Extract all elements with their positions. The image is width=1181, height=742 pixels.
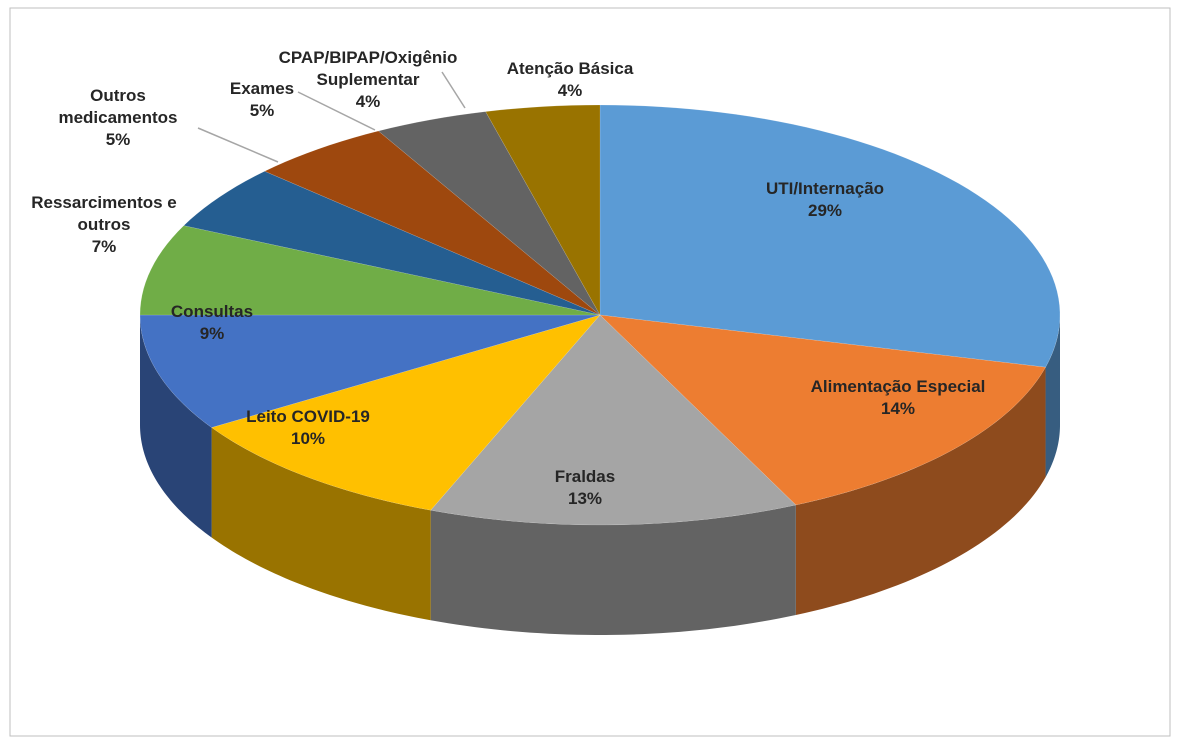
slice-value: 9% bbox=[199, 324, 225, 343]
slice-name: UTI/Internação bbox=[765, 179, 885, 198]
slice-name: Outros medicamentos bbox=[58, 86, 178, 127]
data-label: UTI/Internação 29% bbox=[745, 178, 905, 222]
slice bbox=[264, 130, 601, 316]
slice-top bbox=[599, 314, 1046, 506]
data-label: CPAP/BIPAP/Oxigênio Suplementar 4% bbox=[273, 47, 463, 113]
slice-top bbox=[264, 130, 601, 316]
slice-value: 5% bbox=[105, 130, 131, 149]
leader-line bbox=[297, 91, 376, 131]
slice-value: 13% bbox=[567, 489, 603, 508]
slice bbox=[485, 104, 601, 316]
data-label: Alimentação Especial 14% bbox=[788, 376, 1008, 420]
slice-top bbox=[377, 111, 601, 316]
slice bbox=[211, 314, 601, 621]
slice bbox=[139, 225, 601, 316]
slice-name: Exames bbox=[229, 79, 295, 98]
slice-value: 4% bbox=[557, 81, 583, 100]
slice-top bbox=[211, 314, 601, 511]
slice bbox=[377, 111, 601, 316]
slice bbox=[183, 170, 601, 316]
slice-value: 10% bbox=[290, 429, 326, 448]
slice-top bbox=[183, 170, 601, 316]
slice-top bbox=[485, 104, 601, 316]
leader-line bbox=[441, 71, 466, 109]
chart-frame bbox=[9, 7, 1171, 737]
data-label: Atenção Básica 4% bbox=[485, 58, 655, 102]
slice-name: Alimentação Especial bbox=[810, 377, 986, 396]
slice bbox=[599, 314, 1046, 616]
data-label: Consultas 9% bbox=[152, 301, 272, 345]
slice-side bbox=[795, 367, 1046, 616]
slice-value: 4% bbox=[355, 92, 381, 111]
slice-name: Atenção Básica bbox=[506, 59, 634, 78]
slice-top bbox=[599, 104, 1061, 368]
slice bbox=[139, 314, 601, 538]
slice-top bbox=[139, 225, 601, 316]
slice-top bbox=[430, 314, 797, 526]
slice bbox=[599, 104, 1061, 478]
slice-side bbox=[140, 315, 212, 538]
slice-name: Fraldas bbox=[554, 467, 616, 486]
slice-name: Leito COVID-19 bbox=[246, 407, 370, 426]
slice bbox=[430, 314, 797, 635]
slice-top bbox=[139, 314, 601, 428]
data-label: Outros medicamentos 5% bbox=[58, 85, 178, 151]
data-label: Leito COVID-19 10% bbox=[228, 406, 388, 450]
slice-side bbox=[1045, 315, 1060, 478]
data-label: Fraldas 13% bbox=[525, 466, 645, 510]
slice-name: CPAP/BIPAP/Oxigênio Suplementar bbox=[278, 48, 458, 89]
slice-value: 5% bbox=[249, 101, 275, 120]
leader-line bbox=[197, 127, 279, 163]
slice-value: 14% bbox=[880, 399, 916, 418]
slice-value: 7% bbox=[91, 237, 117, 256]
data-label: Exames 5% bbox=[217, 78, 307, 122]
slice-value: 29% bbox=[807, 201, 843, 220]
slice-side bbox=[211, 427, 431, 621]
slice-side bbox=[430, 505, 796, 635]
data-label: Ressarcimentos e outros 7% bbox=[14, 192, 194, 258]
slice-name: Ressarcimentos e outros bbox=[31, 193, 177, 234]
slice-name: Consultas bbox=[170, 302, 254, 321]
